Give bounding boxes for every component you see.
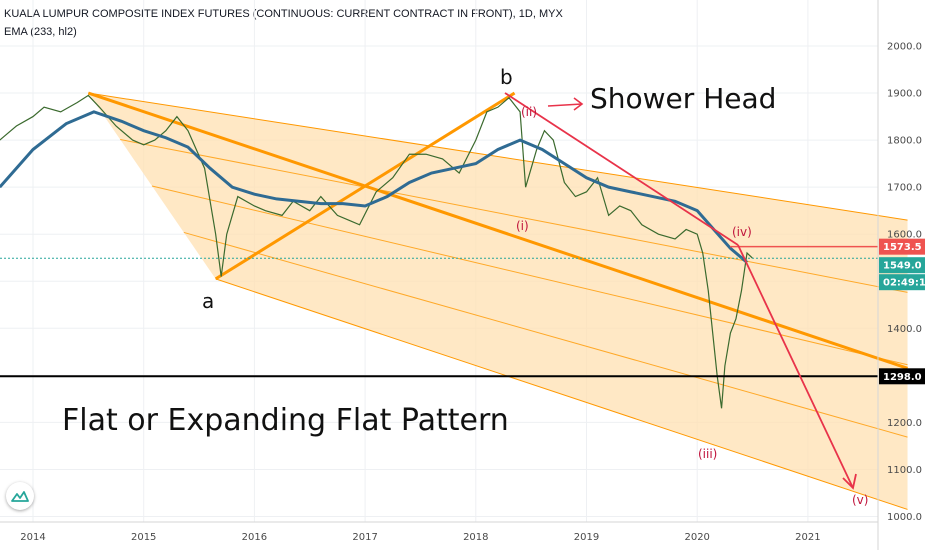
ema-series-line [0, 110, 748, 264]
point-a-label: a [202, 289, 214, 313]
level-lines [0, 245, 878, 378]
price-series-line [0, 94, 753, 409]
x-tick-label: 2015 [131, 532, 156, 543]
x-tick-label: 2020 [684, 532, 709, 543]
support-price-tag: 1298.0 [883, 372, 922, 383]
wave-v-arrowhead [842, 473, 857, 490]
y-tick-label: 1700.0 [887, 183, 922, 194]
x-axis: 2014 2015 2016 2017 2018 2019 2020 2021 [0, 0, 879, 550]
x-tick-label: 2019 [574, 532, 599, 543]
annotation-arrows [504, 92, 857, 490]
y-tick-label: 1200.0 [887, 418, 922, 429]
last-price-tag-bg [879, 257, 925, 274]
wave-ii-label: (ii) [521, 105, 537, 119]
last-price-tag: 1549.0 [883, 261, 922, 272]
channel-lines [87, 91, 909, 510]
price-tags: 1573.5 1549.0 02:49:15 1298.0 [879, 238, 932, 385]
y-tick-label: 1800.0 [887, 136, 922, 147]
channel-inner-line [151, 185, 908, 366]
x-tick-label: 2018 [463, 532, 488, 543]
channel-upper-line [88, 92, 908, 221]
y-tick-label: 1900.0 [887, 89, 922, 100]
wave-v-projection [737, 244, 854, 489]
shower-head-trendline [504, 92, 739, 246]
channel-fill [88, 93, 908, 510]
pattern-annotation: Flat or Expanding Flat Pattern [62, 403, 509, 438]
rising-line [214, 91, 516, 281]
resistance-price-tag-bg [879, 238, 925, 255]
y-tick-label: 1100.0 [887, 465, 922, 476]
wave-iv-label: (iv) [732, 225, 752, 239]
channel-inner-line [183, 231, 908, 438]
countdown-tag-bg [879, 274, 925, 291]
resistance-price-tag: 1573.5 [883, 242, 922, 253]
wave-v-label: (v) [852, 493, 868, 507]
shower-head-annotation: Shower Head [590, 82, 776, 115]
x-tick-label: 2014 [20, 532, 45, 543]
shower-head-arrowhead [573, 97, 584, 111]
wave-i-label: (i) [516, 219, 529, 233]
shower-head-arrow [547, 103, 583, 107]
channel-lower-line [215, 278, 908, 510]
x-tick-label: 2016 [242, 532, 267, 543]
support-price-tag-bg [879, 368, 925, 385]
x-tick-label: 2021 [795, 532, 820, 543]
x-tick-label: 2017 [352, 532, 377, 543]
tradingview-logo-icon[interactable] [6, 482, 34, 510]
wave-iii-label: (iii) [698, 447, 717, 461]
indicator-legend: EMA (233, hl2) [4, 26, 77, 38]
y-tick-label: 1400.0 [887, 324, 922, 335]
countdown-tag: 02:49:15 [883, 278, 932, 289]
channel-median-line [87, 91, 909, 370]
y-tick-label: 2000.0 [887, 42, 922, 53]
y-tick-label: 1600.0 [887, 230, 922, 241]
y-tick-label: 1000.0 [887, 512, 922, 523]
point-b-label: b [500, 65, 513, 89]
channel-inner-line [120, 139, 908, 293]
